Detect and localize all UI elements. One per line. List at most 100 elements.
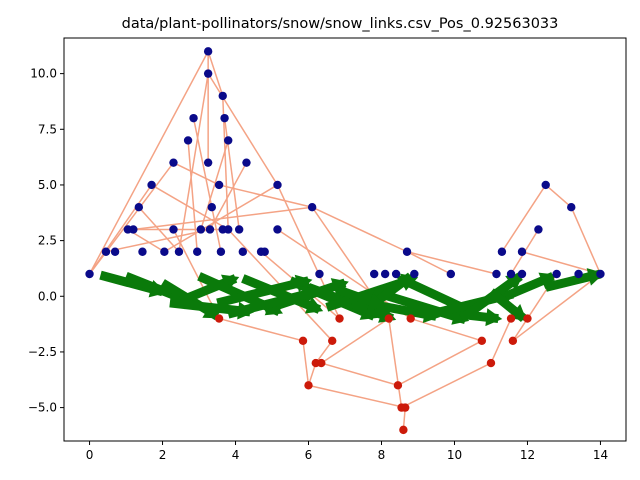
edge-line	[545, 184, 572, 208]
edge-line	[218, 317, 304, 342]
top-node-point	[196, 225, 206, 234]
y-tick-label: 0.0	[38, 289, 57, 303]
positive-arrow-head	[505, 273, 524, 291]
top-node-point	[169, 158, 178, 167]
edge-line	[88, 162, 175, 275]
edge-line	[321, 362, 399, 387]
top-node-point	[391, 269, 401, 279]
y-tick-label: 10.0	[30, 67, 57, 81]
edge-line	[192, 118, 222, 252]
x-tick-label: 8	[378, 448, 386, 462]
edge-line	[218, 184, 313, 208]
positive-arrow	[227, 287, 317, 319]
top-node-point	[160, 247, 169, 256]
top-node-point	[138, 247, 147, 256]
top-node-point	[218, 91, 227, 101]
edges-layer	[88, 51, 602, 430]
x-axis: 0 2 4 6 8 10 12 14	[86, 441, 608, 462]
edge-line	[406, 251, 452, 275]
top-node-point	[315, 269, 324, 279]
x-tick-label: 4	[232, 448, 240, 462]
edge-line	[570, 206, 602, 275]
bottom-node-point	[486, 358, 496, 368]
bottom-node-point	[335, 314, 344, 323]
edge-line	[133, 206, 313, 231]
edge-line	[388, 318, 403, 408]
top-node-point	[492, 269, 501, 279]
edge-line	[178, 73, 209, 252]
top-node-point	[224, 136, 233, 145]
bottom-node-point	[506, 314, 516, 323]
top-node-point	[517, 247, 527, 256]
x-tick-label: 12	[520, 448, 535, 462]
edge-line	[311, 206, 408, 253]
top-node-point	[214, 180, 224, 190]
top-node-point	[517, 269, 527, 279]
top-node-point	[174, 247, 184, 256]
top-node-point	[203, 69, 213, 78]
edge-line	[490, 318, 512, 364]
arrows-layer	[99, 268, 605, 327]
y-tick-label: 2.5	[38, 234, 57, 248]
top-node-point	[147, 180, 156, 190]
top-node-point	[110, 247, 120, 256]
plot-area	[85, 47, 605, 435]
top-node-point	[234, 225, 244, 234]
positive-arrow-head	[221, 274, 240, 292]
bottom-node-point	[298, 336, 308, 346]
top-node-point	[101, 247, 111, 256]
top-node-point	[207, 203, 216, 212]
bottom-node-point	[401, 403, 410, 412]
top-node-point	[534, 225, 543, 234]
x-tick-label: 14	[593, 448, 608, 462]
bottom-node-point	[406, 314, 415, 323]
edge-line	[406, 251, 497, 275]
bottom-node-point	[399, 425, 408, 435]
bottom-node-point	[304, 381, 313, 390]
top-node-point	[497, 247, 507, 256]
edge-line	[207, 73, 279, 186]
x-tick-label: 2	[159, 448, 167, 462]
positive-arrow	[241, 274, 322, 314]
y-tick-label: 5.0	[38, 178, 57, 192]
edge-line	[173, 162, 220, 186]
bottom-node-point	[508, 336, 518, 346]
bottom-node-point	[214, 314, 224, 323]
top-node-point	[596, 269, 605, 279]
top-node-point	[238, 247, 248, 256]
bottom-node-point	[393, 381, 403, 390]
edge-line	[401, 362, 492, 409]
edge-line	[88, 51, 209, 275]
edge-line	[320, 317, 390, 364]
top-node-point	[541, 180, 550, 190]
top-node-point	[307, 203, 317, 212]
top-node-point	[85, 269, 94, 279]
edge-line	[512, 318, 529, 342]
bottom-node-point	[477, 336, 487, 346]
edge-line	[138, 206, 180, 253]
x-tick-label: 6	[305, 448, 313, 462]
edge-line	[397, 340, 483, 386]
top-node-point	[203, 158, 213, 167]
top-node-point	[273, 180, 282, 190]
edge-line	[501, 184, 547, 253]
top-node-point	[506, 269, 516, 279]
edge-line	[302, 340, 310, 386]
edge-line	[209, 162, 248, 230]
top-node-point	[402, 247, 412, 256]
positive-arrow-head	[395, 273, 414, 291]
x-tick-label: 0	[86, 448, 94, 462]
edge-line	[200, 140, 229, 230]
nodes-layer	[85, 47, 605, 435]
top-node-point	[380, 269, 390, 279]
edge-line	[88, 184, 153, 275]
positive-arrow-head	[304, 296, 324, 314]
top-node-point	[273, 225, 282, 234]
top-node-point	[216, 247, 226, 256]
axes-frame	[63, 37, 627, 442]
top-node-point	[193, 247, 202, 256]
top-node-point	[183, 136, 193, 145]
